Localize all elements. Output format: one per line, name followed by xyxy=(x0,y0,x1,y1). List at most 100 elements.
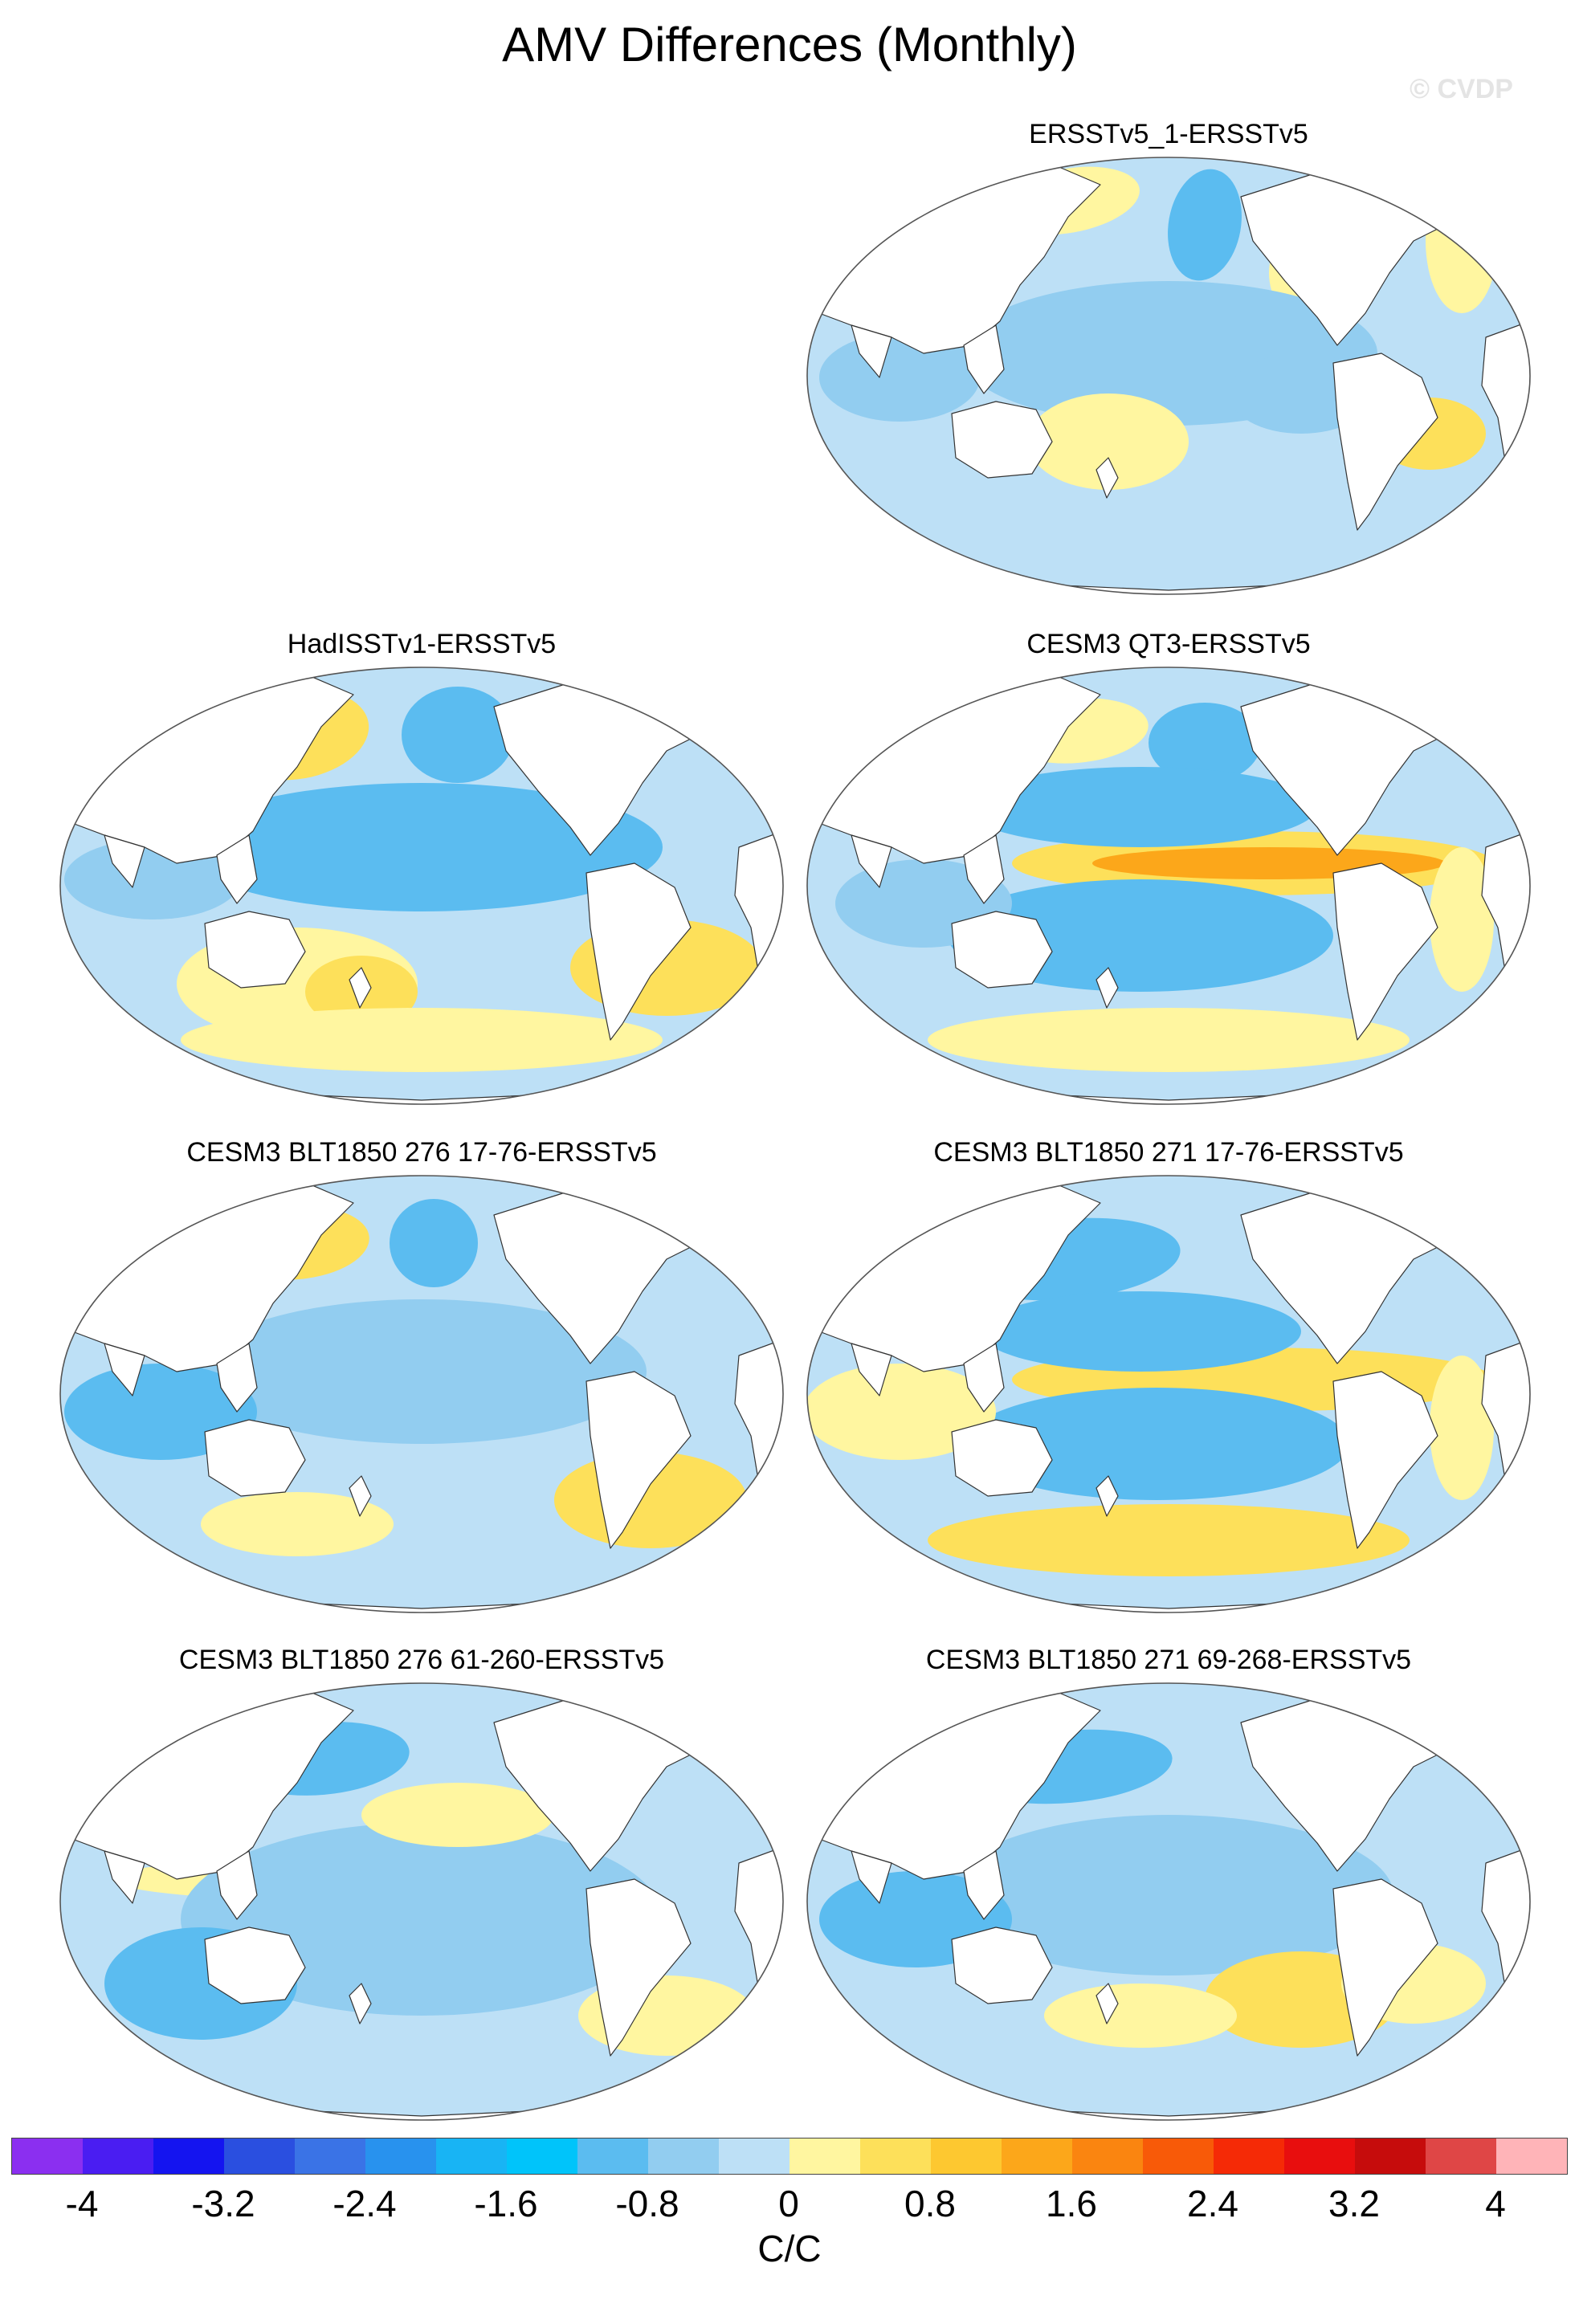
landmass-greenland xyxy=(1437,1684,1511,1729)
landmass-greenland xyxy=(690,668,764,713)
colorbar-cell xyxy=(719,2138,790,2174)
colorbar-label: -1.6 xyxy=(474,2183,538,2224)
map-outline xyxy=(806,667,1531,1105)
anomaly-region xyxy=(1044,1984,1237,2048)
colorbar-cell xyxy=(1355,2138,1426,2174)
anomaly-region xyxy=(197,1299,647,1444)
anomaly-region xyxy=(402,687,514,783)
landmass-australia xyxy=(204,1926,306,2004)
landmass-india xyxy=(851,1850,892,1904)
watermark: © CVDP xyxy=(1410,74,1513,104)
landmass-samerica xyxy=(585,862,692,1041)
map-panel xyxy=(56,1171,787,1617)
global-map xyxy=(59,1682,784,2121)
anomaly-region xyxy=(964,1388,1349,1500)
colorbar-cell xyxy=(1426,2138,1496,2174)
anomaly-region xyxy=(964,767,1317,847)
anomaly-field xyxy=(807,667,1530,1104)
colorbar-cell xyxy=(224,2138,295,2174)
colorbar-cell xyxy=(1002,2138,1072,2174)
anomaly-region xyxy=(181,1008,663,1072)
global-map xyxy=(806,667,1531,1105)
landmass-india xyxy=(851,324,892,378)
colorbar-cell xyxy=(648,2138,719,2174)
anomaly-field xyxy=(60,667,783,1104)
map-panel xyxy=(803,1171,1534,1617)
map-outline xyxy=(59,1175,784,1613)
landmass-samerica xyxy=(1332,353,1438,531)
landmass-australia xyxy=(204,1419,306,1497)
landmass-australia xyxy=(204,911,306,989)
anomaly-region xyxy=(980,1291,1301,1372)
landmass-seasia xyxy=(216,1850,258,1920)
colorbar-cell xyxy=(153,2138,224,2174)
anomaly-field xyxy=(807,1683,1530,2120)
panel-title: CESM3 BLT1850 276 17-76-ERSSTv5 xyxy=(186,1137,657,1168)
colorbar-cell xyxy=(860,2138,931,2174)
landmass-nz xyxy=(349,967,372,1009)
colorbar-label: 0 xyxy=(778,2183,799,2224)
anomaly-region xyxy=(390,1199,478,1287)
map-outline xyxy=(806,157,1531,595)
anomaly-region xyxy=(1168,169,1242,281)
global-map xyxy=(806,157,1531,595)
colorbar-label: -4 xyxy=(65,2183,99,2224)
map-panel xyxy=(803,663,1534,1108)
anomaly-field xyxy=(807,157,1530,594)
colorbar-cell xyxy=(365,2138,436,2174)
landmass-greenland xyxy=(1437,158,1511,203)
colorbar-cell xyxy=(790,2138,860,2174)
global-map xyxy=(59,1175,784,1613)
colorbar-label: 4 xyxy=(1485,2183,1506,2224)
colorbar-cell xyxy=(1496,2138,1567,2174)
anomaly-region xyxy=(928,1008,1410,1072)
map-panel xyxy=(803,1678,1534,2124)
colorbar-cell xyxy=(507,2138,577,2174)
landmass-india xyxy=(104,834,145,888)
anomaly-region xyxy=(1149,703,1261,783)
landmass-greenland xyxy=(1437,1176,1511,1221)
map-panel xyxy=(56,663,787,1108)
landmass-nz xyxy=(1096,457,1119,499)
map-outline xyxy=(806,1682,1531,2121)
landmass-samerica xyxy=(585,1371,692,1549)
panel-title: CESM3 BLT1850 276 61-260-ERSSTv5 xyxy=(178,1645,665,1675)
global-map xyxy=(806,1682,1531,2121)
colorbar-cell xyxy=(295,2138,365,2174)
anomaly-region xyxy=(1028,393,1189,490)
landmass-australia xyxy=(951,1419,1053,1497)
colorbar-label: 3.2 xyxy=(1328,2183,1380,2224)
landmass-samerica xyxy=(1332,862,1438,1041)
landmass-greenland xyxy=(690,1176,764,1221)
landmass-nz xyxy=(349,1475,372,1517)
anomaly-region xyxy=(944,1815,1393,1975)
colorbar-label: -2.4 xyxy=(333,2183,397,2224)
panel-title: CESM3 QT3-ERSSTv5 xyxy=(1026,629,1311,659)
colorbar-cell xyxy=(1072,2138,1143,2174)
anomaly-field xyxy=(60,1683,783,2120)
anomaly-region xyxy=(1430,1356,1494,1500)
panel-title: CESM3 BLT1850 271 17-76-ERSSTv5 xyxy=(933,1137,1404,1168)
map-outline xyxy=(59,1682,784,2121)
landmass-india xyxy=(851,834,892,888)
anomaly-field xyxy=(807,1176,1530,1613)
colorbar-cell xyxy=(1143,2138,1214,2174)
colorbar-cell xyxy=(931,2138,1002,2174)
landmass-nz xyxy=(1096,1475,1119,1517)
landmass-seasia xyxy=(216,1343,258,1413)
colorbar-cell xyxy=(577,2138,648,2174)
landmass-seasia xyxy=(963,1343,1005,1413)
colorbar-units: C/C xyxy=(757,2228,822,2269)
landmass-greenland xyxy=(1437,668,1511,713)
landmass-greenland xyxy=(690,1684,764,1729)
anomaly-region xyxy=(819,333,980,422)
anomaly-region xyxy=(1430,847,1494,992)
landmass-nz xyxy=(1096,1983,1119,2024)
panel-title: ERSSTv5_1-ERSSTv5 xyxy=(1029,119,1308,149)
landmass-india xyxy=(104,1343,145,1396)
colorbar-label: -3.2 xyxy=(191,2183,255,2224)
colorbar-cell xyxy=(436,2138,507,2174)
landmass-australia xyxy=(951,401,1053,479)
landmass-nz xyxy=(1096,967,1119,1009)
landmass-samerica xyxy=(1332,1371,1438,1549)
